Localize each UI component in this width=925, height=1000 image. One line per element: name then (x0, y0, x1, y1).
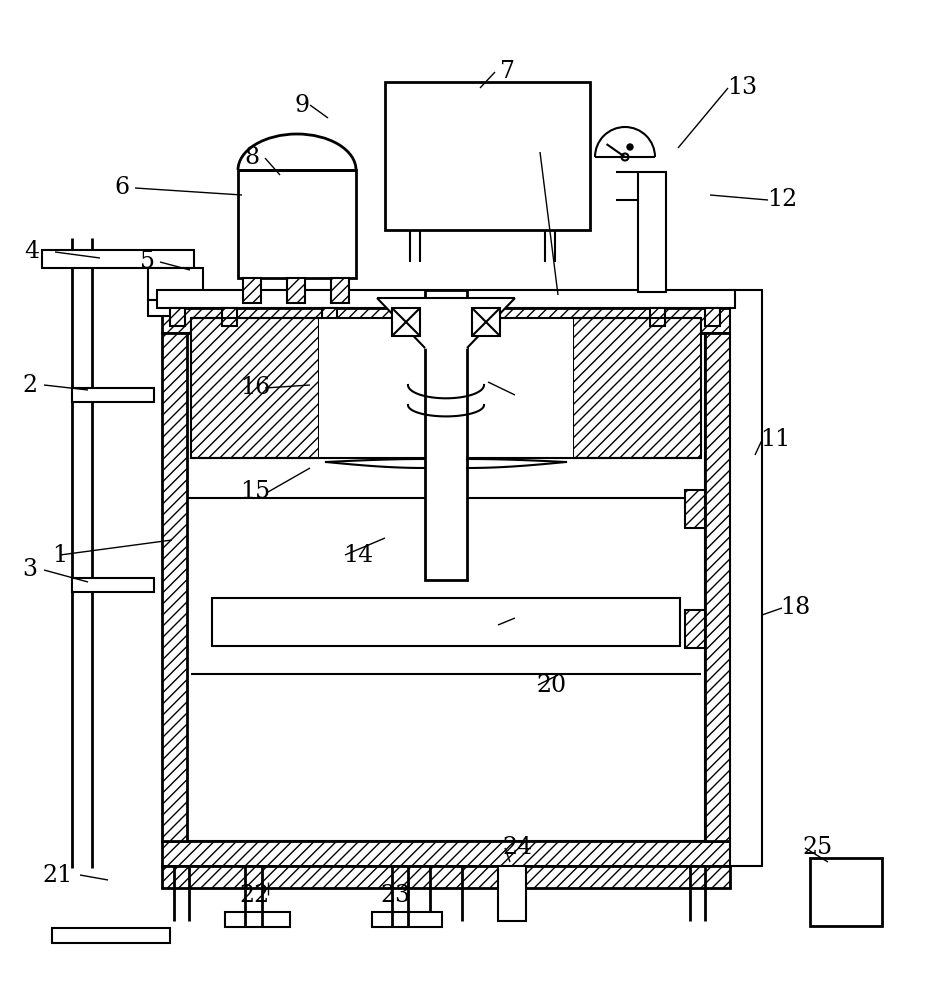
Bar (148, 268, 203, 300)
Text: 22: 22 (240, 884, 270, 906)
Bar (436, 308, 451, 326)
Bar (238, 170, 356, 278)
Bar (162, 866, 730, 888)
Bar (319, 318, 573, 458)
Bar (187, 333, 705, 841)
Bar (392, 308, 420, 336)
Text: 14: 14 (343, 544, 373, 566)
Bar (162, 841, 730, 866)
Bar (705, 333, 730, 841)
Bar (162, 333, 187, 841)
Text: 7: 7 (500, 60, 515, 84)
Bar (685, 610, 705, 648)
Bar (212, 598, 680, 646)
Text: 24: 24 (503, 836, 533, 859)
Bar (72, 388, 154, 402)
Text: 10: 10 (536, 140, 567, 163)
Bar (42, 250, 194, 268)
Text: 16: 16 (240, 376, 270, 399)
Bar (573, 318, 701, 458)
Text: 23: 23 (380, 884, 410, 906)
Text: 15: 15 (240, 481, 270, 504)
Text: 13: 13 (727, 77, 757, 100)
Text: 3: 3 (22, 558, 38, 582)
Text: 1: 1 (53, 544, 68, 566)
Text: 4: 4 (24, 240, 40, 263)
Polygon shape (377, 298, 515, 348)
Bar (425, 290, 467, 580)
Text: 25: 25 (803, 836, 833, 859)
Circle shape (627, 144, 633, 150)
Bar (191, 318, 319, 458)
Bar (372, 912, 442, 927)
Bar (243, 278, 261, 303)
Bar (72, 578, 154, 592)
Text: 6: 6 (115, 176, 130, 200)
Bar (170, 308, 185, 326)
Bar (52, 928, 170, 943)
Text: 19: 19 (512, 606, 543, 630)
Bar (385, 82, 590, 230)
Text: 8: 8 (244, 146, 260, 169)
Bar (472, 308, 500, 336)
Bar (810, 858, 882, 926)
Bar (287, 278, 305, 303)
Bar (162, 308, 730, 333)
Bar (222, 308, 237, 326)
Text: 9: 9 (294, 94, 310, 116)
Bar (157, 290, 735, 308)
Bar (498, 866, 526, 921)
Text: 20: 20 (536, 674, 567, 696)
Text: 17: 17 (513, 383, 543, 406)
Bar (730, 290, 762, 866)
Text: 2: 2 (22, 373, 38, 396)
Bar (685, 490, 705, 528)
Bar (331, 278, 349, 303)
Bar (322, 308, 337, 326)
Text: 5: 5 (141, 250, 155, 273)
Bar (638, 172, 666, 292)
Bar (225, 912, 290, 927)
Text: 11: 11 (759, 428, 790, 452)
Bar (148, 300, 178, 316)
Bar (705, 308, 720, 326)
Text: 12: 12 (767, 188, 797, 212)
Text: 18: 18 (780, 596, 810, 619)
Text: 21: 21 (43, 863, 73, 886)
Bar (650, 308, 665, 326)
